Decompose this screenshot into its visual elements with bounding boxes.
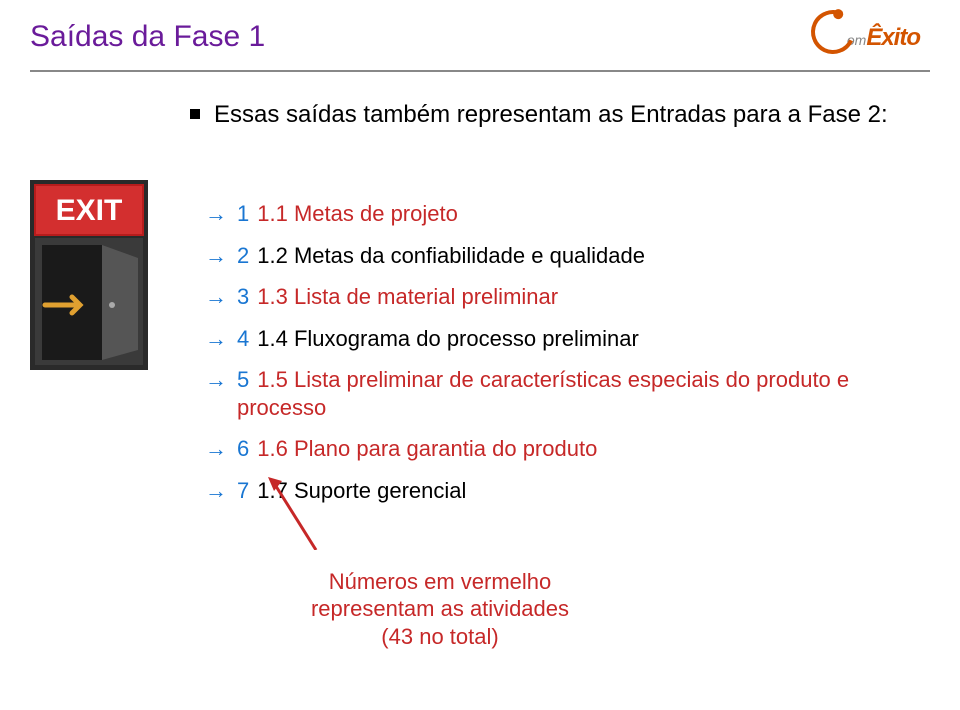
divider — [30, 70, 930, 72]
logo-text: omÊxito — [847, 24, 920, 52]
outputs-list: → 1 1.1 Metas de projeto → 2 1.2 Metas da … — [205, 200, 855, 518]
arrow-icon: → — [205, 477, 227, 505]
item-text: 1.5 Lista preliminar de características … — [237, 367, 849, 420]
logo: omÊxito — [811, 10, 920, 54]
annotation-text: Números em vermelho representam as ativi… — [300, 568, 580, 651]
item-number: 2 — [237, 243, 249, 268]
list-item: → 51.5 Lista preliminar de característic… — [205, 366, 855, 421]
slide-title: Saídas da Fase 1 — [30, 20, 265, 54]
item-text: 1.1 Metas de projeto — [257, 201, 458, 226]
annotation-line: representam as atividades — [300, 595, 580, 623]
logo-exito: Êxito — [866, 24, 920, 51]
list-item: → 3 1.3 Lista de material preliminar — [205, 283, 855, 311]
list-item: → 6 1.6 Plano para garantia do produto — [205, 435, 855, 463]
item-text: 1.6 Plano para garantia do produto — [257, 436, 597, 461]
item-number: 5 — [237, 367, 249, 392]
intro-content: Essas saídas também representam as Entra… — [214, 101, 888, 128]
item-number: 7 — [237, 478, 249, 503]
item-number: 4 — [237, 326, 249, 351]
annotation-line: (43 no total) — [300, 623, 580, 651]
intro-text: Essas saídas também representam as Entra… — [190, 100, 888, 130]
item-text: 1.4 Fluxograma do processo preliminar — [257, 326, 639, 351]
arrow-icon: → — [205, 200, 227, 228]
arrow-icon: → — [205, 366, 227, 394]
item-number: 6 — [237, 436, 249, 461]
svg-text:EXIT: EXIT — [56, 194, 123, 227]
arrow-icon: → — [205, 242, 227, 270]
bullet-icon — [190, 109, 200, 119]
logo-dot — [832, 8, 845, 21]
list-item: → 4 1.4 Fluxograma do processo preliminar — [205, 325, 855, 353]
arrow-icon: → — [205, 435, 227, 463]
arrow-icon: → — [205, 325, 227, 353]
arrow-icon: → — [205, 283, 227, 311]
list-item: → 2 1.2 Metas da confiabilidade e qualida… — [205, 242, 855, 270]
annotation-pointer-arrow — [266, 475, 326, 550]
item-number: 3 — [237, 284, 249, 309]
item-text: 1.3 Lista de material preliminar — [257, 284, 558, 309]
item-text: 1.2 Metas da confiabilidade e qualidade — [257, 243, 645, 268]
list-item: → 1 1.1 Metas de projeto — [205, 200, 855, 228]
annotation-line: Números em vermelho — [300, 568, 580, 596]
exit-sign-image: EXIT — [30, 180, 148, 370]
item-number: 1 — [237, 201, 249, 226]
